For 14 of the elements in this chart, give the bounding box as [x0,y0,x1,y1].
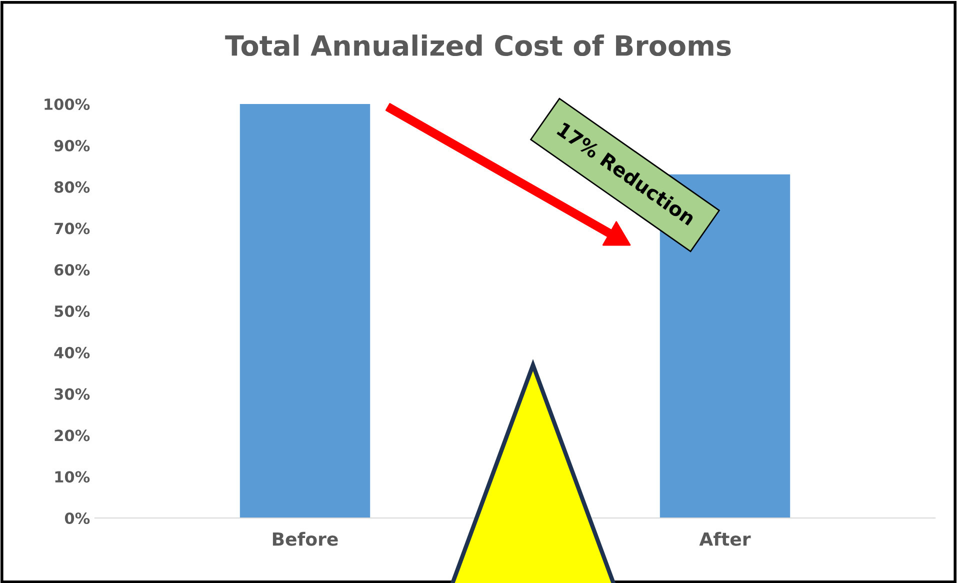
y-tick-label: 60% [54,264,90,276]
y-tick-label: 0% [64,512,90,524]
chart-title: Total Annualized Cost of Brooms [225,34,731,56]
y-tick-label: 20% [54,430,90,442]
y-tick-label: 30% [54,388,90,400]
y-tick-label: 100% [44,98,90,110]
y-tick-label: 90% [54,140,90,152]
y-tick-label: 50% [54,305,90,318]
x-tick-label: After [699,532,751,546]
y-tick-label: 10% [55,471,90,483]
y-tick-label: 70% [54,222,90,234]
y-tick-label: 40% [54,346,90,358]
x-tick-label: Before [272,532,338,546]
y-tick-label: 80% [54,181,90,193]
